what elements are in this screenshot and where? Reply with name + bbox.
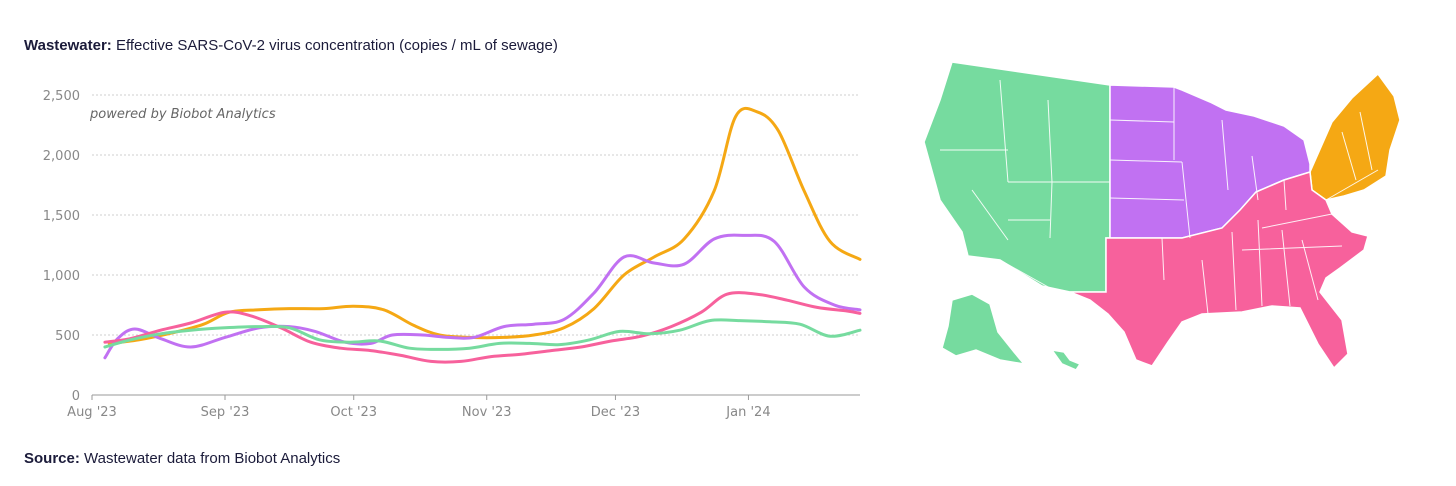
- series-line-south: [103, 291, 862, 364]
- x-tick-label: Sep '23: [201, 405, 250, 420]
- chart-watermark: powered by Biobot Analytics: [89, 107, 276, 122]
- map-region-west: [923, 61, 1111, 293]
- map-region-west-alaska: [941, 293, 1026, 366]
- y-tick-label: 0: [72, 389, 80, 404]
- map-region-west-hawaii: [1050, 348, 1082, 371]
- source-bold: Source:: [24, 450, 80, 467]
- x-tick-label: Aug '23: [67, 405, 117, 420]
- source-note: Source: Wastewater data from Biobot Anal…: [24, 450, 340, 467]
- x-axis-ticks: Aug '23 Sep '23 Oct '23 Nov '23 Dec '23 Jan '…: [67, 395, 771, 420]
- x-tick-label: Nov '23: [462, 405, 512, 420]
- us-region-map: [923, 61, 1401, 371]
- y-tick-label: 500: [55, 329, 80, 344]
- chart-title-text: Effective SARS-CoV-2 virus concentration…: [111, 37, 558, 54]
- series-line-midwest: [103, 233, 862, 360]
- chart-title-bold: Wastewater:: [24, 37, 112, 54]
- y-tick-label: 1,500: [43, 209, 80, 224]
- map-region-northeast: [1309, 72, 1401, 201]
- chart-title: Wastewater: Effective SARS-CoV-2 virus c…: [24, 37, 558, 54]
- y-axis-ticks: 0 500 1,000 1,500 2,000 2,500: [43, 89, 80, 404]
- map-region-south: [1069, 171, 1369, 370]
- chart-series: [103, 106, 862, 364]
- y-tick-label: 1,000: [43, 269, 80, 284]
- x-tick-label: Dec '23: [591, 405, 640, 420]
- x-tick-label: Oct '23: [330, 405, 377, 420]
- map-state-borders: [940, 79, 1379, 315]
- series-line-northeast: [107, 106, 862, 345]
- chart-grid: [92, 94, 860, 396]
- x-tick-label: Jan '24: [725, 405, 770, 420]
- series-line-west: [103, 318, 862, 351]
- line-chart: 0 500 1,000 1,500 2,000 2,500 Aug '23 Sep '23 O…: [43, 89, 862, 420]
- y-tick-label: 2,500: [43, 89, 80, 104]
- source-text: Wastewater data from Biobot Analytics: [79, 450, 341, 467]
- y-tick-label: 2,000: [43, 149, 80, 164]
